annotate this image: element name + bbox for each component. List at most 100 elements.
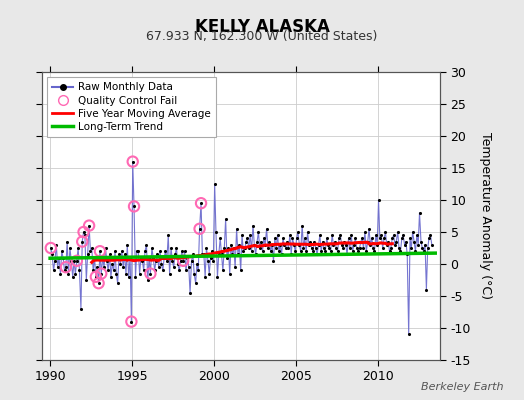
Point: [178, 248, 186, 254]
Point: [314, 242, 323, 248]
Point: [402, 238, 410, 245]
Point: [353, 245, 361, 251]
Point: [195, 226, 204, 232]
Point: [186, 290, 194, 296]
Point: [249, 222, 257, 229]
Point: [243, 235, 252, 242]
Point: [368, 235, 376, 242]
Point: [332, 245, 341, 251]
Point: [268, 242, 276, 248]
Point: [317, 248, 325, 254]
Point: [66, 245, 74, 251]
Point: [254, 229, 263, 235]
Point: [159, 267, 167, 274]
Point: [67, 258, 75, 264]
Point: [81, 232, 89, 238]
Point: [155, 264, 163, 270]
Point: [291, 248, 300, 254]
Point: [365, 226, 373, 232]
Point: [60, 267, 69, 274]
Point: [236, 267, 245, 274]
Point: [361, 229, 369, 235]
Point: [208, 248, 216, 254]
Point: [88, 245, 96, 251]
Point: [416, 210, 424, 216]
Point: [145, 254, 154, 261]
Point: [274, 232, 282, 238]
Point: [295, 242, 303, 248]
Point: [188, 258, 196, 264]
Point: [340, 238, 348, 245]
Point: [190, 270, 199, 277]
Point: [403, 251, 411, 258]
Point: [348, 248, 357, 254]
Point: [48, 251, 56, 258]
Point: [99, 254, 107, 261]
Point: [197, 200, 205, 206]
Point: [319, 238, 327, 245]
Point: [331, 238, 339, 245]
Point: [269, 258, 278, 264]
Point: [47, 245, 55, 251]
Point: [383, 242, 391, 248]
Point: [55, 254, 63, 261]
Point: [148, 245, 156, 251]
Point: [230, 245, 238, 251]
Point: [394, 229, 402, 235]
Point: [362, 248, 370, 254]
Point: [212, 229, 220, 235]
Point: [336, 232, 345, 238]
Point: [216, 235, 224, 242]
Point: [337, 242, 346, 248]
Point: [228, 251, 236, 258]
Point: [225, 270, 234, 277]
Point: [197, 200, 205, 206]
Point: [51, 258, 59, 264]
Point: [406, 235, 414, 242]
Point: [421, 242, 429, 248]
Point: [105, 251, 114, 258]
Point: [395, 245, 403, 251]
Point: [303, 229, 312, 235]
Point: [70, 258, 78, 264]
Text: 67.933 N, 162.300 W (United States): 67.933 N, 162.300 W (United States): [146, 30, 378, 43]
Point: [250, 242, 258, 248]
Point: [89, 267, 97, 274]
Point: [329, 242, 337, 248]
Point: [175, 267, 183, 274]
Point: [298, 222, 307, 229]
Point: [195, 226, 204, 232]
Point: [279, 235, 287, 242]
Point: [132, 274, 140, 280]
Point: [333, 248, 342, 254]
Point: [126, 254, 134, 261]
Point: [77, 306, 85, 312]
Point: [313, 251, 321, 258]
Point: [166, 270, 174, 277]
Point: [399, 232, 407, 238]
Point: [96, 248, 104, 254]
Point: [381, 229, 390, 235]
Point: [127, 318, 136, 325]
Point: [220, 245, 228, 251]
Point: [258, 248, 267, 254]
Point: [354, 248, 362, 254]
Point: [86, 248, 95, 254]
Point: [373, 242, 381, 248]
Point: [344, 235, 353, 242]
Point: [387, 245, 395, 251]
Point: [219, 267, 227, 274]
Point: [325, 245, 334, 251]
Point: [411, 248, 420, 254]
Point: [128, 158, 137, 165]
Point: [201, 274, 210, 280]
Point: [351, 235, 359, 242]
Point: [182, 267, 190, 274]
Point: [138, 258, 147, 264]
Point: [241, 245, 249, 251]
Point: [281, 245, 290, 251]
Point: [49, 267, 58, 274]
Point: [149, 254, 157, 261]
Point: [286, 232, 294, 238]
Point: [263, 226, 271, 232]
